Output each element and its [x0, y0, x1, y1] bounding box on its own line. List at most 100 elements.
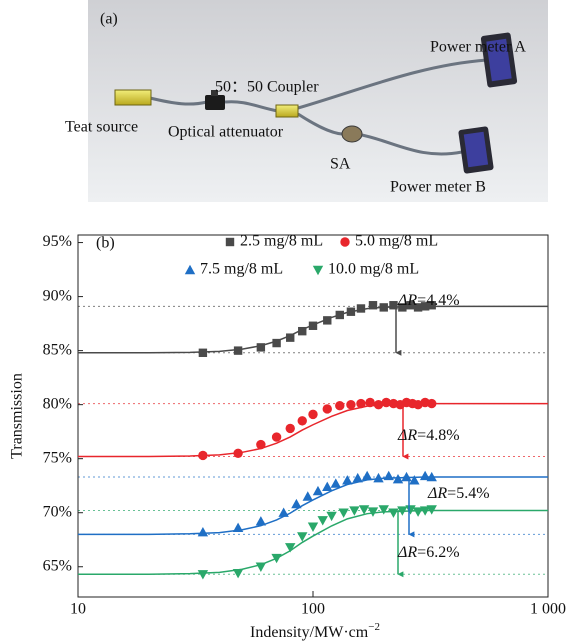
- data-point: [426, 471, 437, 482]
- data-point: [427, 398, 437, 409]
- data-point: [317, 516, 328, 526]
- data-point: [388, 508, 399, 518]
- data-point: [379, 303, 388, 312]
- legend-marker: [312, 265, 324, 276]
- fiber: [297, 112, 343, 136]
- data-point: [368, 301, 378, 310]
- data-point: [197, 526, 209, 537]
- data-point: [330, 478, 341, 488]
- data-point: [398, 303, 407, 312]
- y-tick-label: 75%: [43, 449, 72, 466]
- legend-marker: [340, 237, 350, 247]
- component-label: SA: [330, 156, 351, 173]
- data-point: [271, 553, 282, 564]
- component-label: Optical attenuator: [168, 124, 284, 141]
- data-point: [361, 470, 373, 481]
- x-axis-label: Indensity/MW·cm−2: [250, 621, 380, 641]
- annotation-text: =5.4%: [447, 485, 489, 502]
- data-point: [255, 516, 267, 526]
- data-point: [297, 532, 308, 542]
- data-point: [356, 398, 366, 409]
- annotation: ΔR=4.8%: [397, 427, 460, 444]
- data-point: [323, 316, 332, 325]
- data-point: [272, 338, 281, 348]
- y-tick-label: 80%: [43, 395, 72, 412]
- data-point: [307, 522, 319, 532]
- fiber: [224, 100, 279, 113]
- y-axis-label: Transmission: [9, 373, 26, 459]
- data-point: [198, 348, 208, 357]
- data-point: [373, 399, 384, 410]
- annotation-symbol: ΔR: [427, 485, 447, 502]
- data-point: [346, 399, 356, 410]
- data-point: [409, 475, 420, 485]
- component-label: Power meter B: [390, 179, 486, 196]
- data-point: [356, 304, 366, 313]
- sa-icon: [341, 125, 363, 143]
- power-meter-b-screen: [463, 131, 489, 168]
- x-tick-label: 10: [70, 601, 86, 618]
- y-tick-label: 70%: [43, 503, 72, 520]
- x-axis-label-text: Indensity/MW·cm: [250, 624, 369, 641]
- component-label: Power meter A: [430, 39, 526, 56]
- y-tick-label: 85%: [43, 341, 72, 358]
- data-point: [349, 506, 360, 516]
- test-source-icon: [114, 89, 152, 106]
- data-point: [322, 481, 333, 491]
- annotation: ΔR=4.4%: [397, 292, 460, 309]
- legend-label: 2.5 mg/8 mL: [240, 233, 323, 250]
- data-point: [335, 310, 344, 320]
- panel-label: (a): [100, 11, 118, 28]
- data-point: [426, 505, 437, 515]
- data-point: [358, 505, 370, 515]
- data-point: [413, 303, 423, 312]
- attenuator-knob: [211, 90, 218, 96]
- x-tick-label: 1 000: [530, 601, 566, 618]
- data-point: [405, 505, 416, 515]
- data-point: [342, 475, 353, 485]
- legend-label: 10.0 mg/8 mL: [328, 261, 419, 278]
- data-point: [271, 432, 282, 442]
- data-point: [278, 507, 289, 517]
- fiber: [361, 133, 463, 156]
- data-point: [232, 569, 244, 579]
- x-axis-label-sup: −2: [368, 621, 380, 633]
- data-point: [346, 307, 356, 316]
- annotation: ΔR=6.2%: [397, 544, 460, 561]
- data-point: [397, 506, 408, 516]
- annotation-symbol: ΔR: [397, 427, 417, 444]
- data-point: [233, 448, 243, 458]
- legend-label: 5.0 mg/8 mL: [355, 233, 438, 250]
- power-meter-a-screen: [486, 38, 512, 82]
- legend-marker: [184, 264, 196, 275]
- legend-marker: [225, 237, 235, 247]
- annotation-text: =4.8%: [417, 427, 459, 444]
- panel-label: (b): [96, 235, 115, 252]
- data-point: [298, 326, 307, 336]
- data-point: [286, 333, 295, 342]
- annotation-text: =6.2%: [417, 544, 459, 561]
- annotation-symbol: ΔR: [397, 544, 417, 561]
- data-point: [338, 508, 349, 518]
- data-point: [419, 470, 431, 481]
- y-tick-label: 65%: [43, 557, 72, 574]
- fiber: [149, 96, 208, 106]
- data-point: [297, 416, 307, 426]
- annotation: ΔR=5.4%: [427, 485, 490, 502]
- data-point: [373, 472, 384, 483]
- data-point: [233, 346, 243, 355]
- data-point: [322, 404, 332, 414]
- x-tick-label: 100: [301, 601, 325, 618]
- data-point: [232, 522, 244, 533]
- data-point: [308, 409, 318, 420]
- data-point: [197, 570, 209, 580]
- component-label: 50：50 Coupler: [215, 79, 319, 96]
- data-point: [392, 474, 404, 484]
- data-point: [255, 562, 267, 572]
- data-point: [198, 450, 208, 461]
- data-point: [383, 470, 394, 481]
- data-point: [389, 301, 398, 310]
- data-point: [419, 506, 431, 516]
- data-point: [401, 471, 412, 482]
